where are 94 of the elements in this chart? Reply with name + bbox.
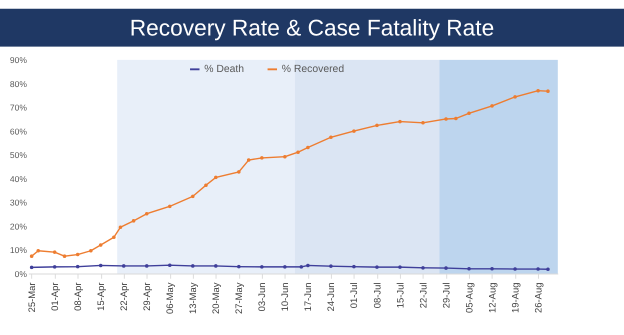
point bbox=[352, 129, 356, 133]
y-tick-label: 10% bbox=[10, 245, 28, 256]
chart-title: Recovery Rate & Case Fatality Rate bbox=[130, 14, 494, 40]
x-tick-label: 24-Jun bbox=[326, 282, 338, 312]
point bbox=[546, 267, 550, 272]
x-tick-label: 08-Jul bbox=[372, 282, 384, 308]
point bbox=[300, 265, 304, 269]
point bbox=[490, 267, 494, 271]
x-tick-label: 29-Apr bbox=[142, 282, 154, 311]
point bbox=[89, 248, 93, 253]
x-tick-label: 01-Jul bbox=[349, 282, 360, 308]
point bbox=[30, 266, 34, 270]
x-tick-label: 27-May bbox=[234, 282, 246, 314]
point bbox=[546, 89, 550, 93]
point bbox=[421, 121, 425, 125]
point bbox=[168, 263, 172, 267]
point bbox=[329, 135, 333, 140]
point bbox=[76, 264, 80, 268]
point bbox=[204, 183, 208, 187]
x-tick-label: 13-May bbox=[188, 282, 200, 314]
point bbox=[421, 266, 425, 270]
point bbox=[52, 250, 56, 254]
x-tick-label: 15-Apr bbox=[96, 282, 108, 311]
point bbox=[398, 265, 402, 269]
point bbox=[144, 212, 149, 216]
point bbox=[76, 252, 80, 256]
point bbox=[214, 176, 218, 180]
legend-label: % Death bbox=[204, 64, 244, 76]
point bbox=[467, 112, 471, 116]
x-tick-label: 25-Mar bbox=[26, 282, 38, 312]
x-tick-label: 26-Aug bbox=[533, 282, 544, 313]
y-tick-label: 90% bbox=[10, 55, 28, 66]
point bbox=[260, 156, 264, 160]
point bbox=[191, 194, 195, 198]
y-tick-label: 20% bbox=[10, 221, 28, 232]
x-tick-label: 29-Jul bbox=[441, 282, 452, 308]
legend-label: % Recovered bbox=[282, 64, 344, 76]
x-tick-label: 06-May bbox=[165, 282, 176, 314]
x-tick-label: 12-Aug bbox=[487, 282, 498, 313]
x-tick-label: 19-Aug bbox=[510, 282, 522, 313]
point bbox=[306, 264, 310, 268]
point bbox=[352, 264, 356, 268]
x-tick-label: 03-Jun bbox=[257, 282, 268, 312]
point bbox=[237, 264, 241, 268]
point bbox=[98, 243, 102, 247]
point bbox=[144, 264, 149, 268]
point bbox=[30, 254, 34, 258]
point bbox=[237, 170, 241, 174]
y-tick-label: 60% bbox=[10, 126, 28, 136]
point bbox=[62, 254, 66, 258]
point bbox=[454, 116, 458, 120]
y-tick-label: 70% bbox=[10, 102, 28, 113]
x-tick-label: 10-Jun bbox=[280, 282, 292, 312]
y-tick-label: 40% bbox=[10, 174, 28, 184]
point bbox=[36, 248, 40, 253]
y-tick-label: 30% bbox=[10, 198, 28, 208]
point bbox=[467, 267, 471, 271]
point bbox=[214, 264, 218, 268]
x-tick-label: 08-Apr bbox=[73, 282, 84, 311]
point bbox=[246, 158, 250, 162]
point bbox=[260, 265, 264, 269]
point bbox=[398, 120, 402, 124]
x-tick-label: 01-Apr bbox=[50, 282, 61, 311]
point bbox=[98, 264, 102, 268]
point bbox=[122, 264, 126, 268]
y-tick-label: 50% bbox=[10, 150, 28, 160]
x-tick-label: 17-Jun bbox=[303, 282, 314, 312]
point bbox=[444, 266, 448, 270]
point bbox=[444, 117, 448, 121]
point bbox=[132, 219, 136, 223]
x-tick-label: 05-Aug bbox=[464, 282, 476, 313]
point bbox=[490, 104, 494, 108]
y-tick-label: 80% bbox=[10, 78, 28, 89]
point bbox=[513, 95, 517, 99]
point bbox=[513, 267, 517, 271]
point bbox=[536, 88, 540, 92]
point bbox=[118, 225, 122, 230]
x-tick-label: 20-May bbox=[211, 282, 222, 314]
point bbox=[375, 265, 379, 269]
point bbox=[283, 265, 287, 269]
point bbox=[375, 124, 379, 128]
point bbox=[283, 154, 287, 158]
x-tick-label: 22-Apr bbox=[119, 282, 130, 311]
point bbox=[329, 264, 333, 268]
point bbox=[52, 265, 56, 269]
point bbox=[296, 150, 300, 154]
point bbox=[306, 146, 310, 150]
y-tick-label: 0% bbox=[14, 268, 28, 279]
x-tick-label: 22-Jul bbox=[418, 282, 430, 308]
point bbox=[536, 267, 540, 271]
point bbox=[112, 235, 116, 239]
point bbox=[191, 264, 195, 268]
x-tick-label: 15-Jul bbox=[395, 282, 406, 308]
point bbox=[168, 204, 172, 208]
